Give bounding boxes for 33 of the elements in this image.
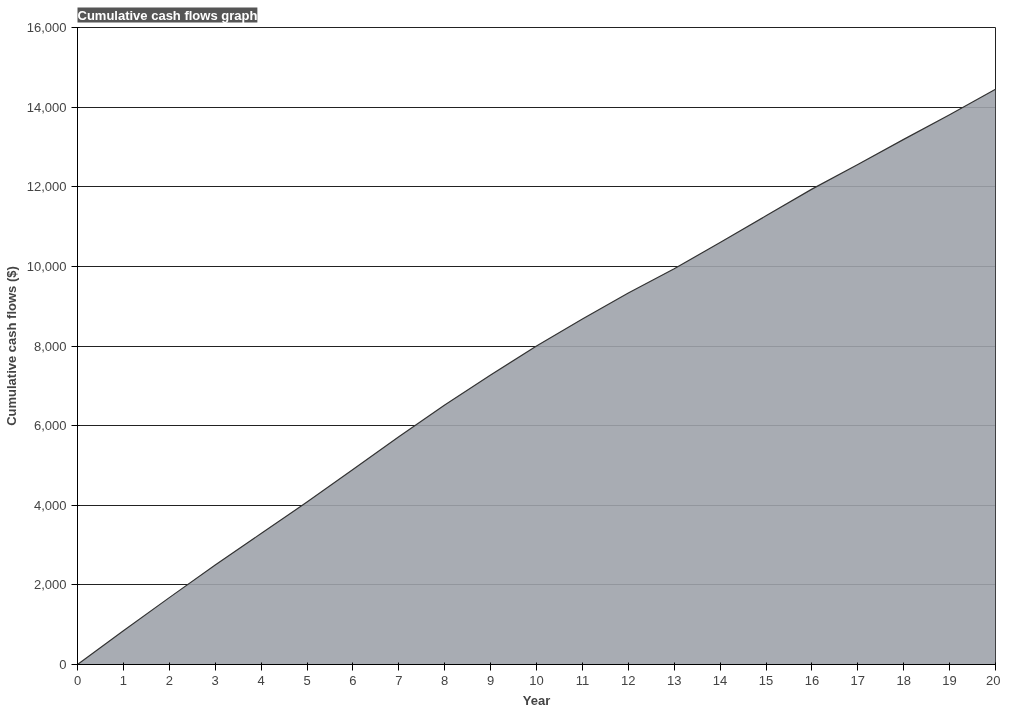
y-axis-title: Cumulative cash flows ($) [3,266,19,426]
y-tick-label: 14,000 [26,99,67,115]
x-tick-label: 16 [804,672,820,688]
y-tick-label: 4,000 [33,497,67,513]
x-tick-label: 13 [666,672,682,688]
x-tick-label: 6 [349,672,357,688]
x-tick-label: 3 [211,672,219,688]
y-tick-label: 6,000 [33,418,67,434]
x-tick-label: 10 [529,672,544,688]
x-tick-label: 2 [165,672,173,688]
y-tick-label: 16,000 [26,20,67,35]
x-axis-title: Year [522,692,551,708]
y-tick-label: 10,000 [26,258,67,274]
y-tick-label: 12,000 [26,179,67,195]
chart-title: Cumulative cash flows graph [77,7,258,23]
x-tick-label: 19 [942,672,957,688]
y-tick-label: 8,000 [33,338,67,354]
x-tick-label: 0 [73,672,82,688]
x-tick-label: 4 [257,672,265,688]
x-tick-label: 12 [621,672,636,688]
y-tick-label: 0 [59,657,67,672]
x-tick-label: 17 [850,672,866,688]
x-tick-label: 9 [486,672,495,688]
x-tick-label: 1 [119,672,128,688]
x-tick-label: 15 [758,672,774,688]
x-tick-label: 7 [395,672,403,688]
x-tick-label: 18 [896,672,911,688]
y-tick-label: 2,000 [33,577,67,593]
x-tick-label: 20 [986,672,1001,688]
x-tick-label: 5 [303,672,311,688]
x-tick-label: 8 [441,672,449,688]
x-tick-label: 14 [712,672,728,688]
x-tick-label: 11 [575,672,590,688]
